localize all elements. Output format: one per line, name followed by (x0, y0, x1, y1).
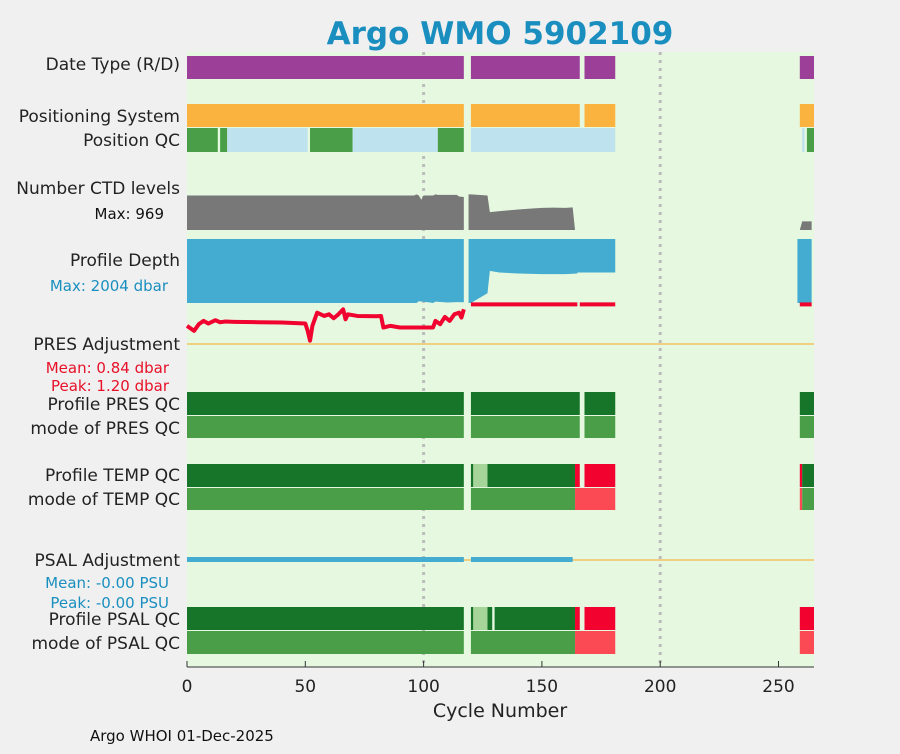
label-profile-depth: Profile Depth (70, 251, 180, 271)
positioning-segment-0 (187, 104, 464, 127)
date-type-segment-2 (584, 56, 616, 79)
position-qc-segment-8 (806, 128, 814, 152)
psal-adjustment-band-0 (187, 557, 464, 562)
profile-pres-qc-segment-1 (470, 392, 580, 415)
mode-temp-qc-segment-1 (470, 488, 576, 510)
profile-psal-qc-segment-0 (187, 607, 464, 630)
profile-temp-qc-segment-1 (470, 464, 474, 487)
label-psal-adjustment: PSAL Adjustment (35, 551, 181, 571)
mode-pres-qc-segment-1 (470, 416, 580, 438)
date-type-segment-0 (187, 56, 464, 79)
profile-psal-qc-segment-6 (584, 607, 616, 630)
profile-pres-qc-segment-3 (799, 392, 814, 415)
position-qc-segment-7 (802, 128, 805, 152)
profile-temp-qc-segment-4 (575, 464, 580, 487)
positioning-segment-1 (470, 104, 580, 127)
profile-pres-qc-segment-2 (584, 392, 616, 415)
chart-marks (185, 52, 814, 667)
profile-temp-qc-segment-0 (187, 464, 464, 487)
label-pres-mean: Mean: 0.84 dbar (46, 359, 170, 377)
profile-psal-qc-segment-5 (575, 607, 580, 630)
date-type-segment-1 (470, 56, 580, 79)
label-number-ctd-levels: Number CTD levels (16, 179, 180, 199)
mode-psal-qc-segment-0 (187, 631, 464, 654)
mode-temp-qc-segment-0 (187, 488, 464, 510)
label-profile-temp-qc: Profile TEMP QC (45, 466, 180, 486)
mode-temp-qc-segment-3 (799, 488, 803, 510)
x-axis-label: Cycle Number (433, 700, 567, 722)
profile-depth-area (187, 239, 812, 303)
profile-psal-qc-segment-7 (799, 607, 814, 630)
date-type-segment-3 (799, 56, 814, 79)
position-qc-segment-4 (352, 128, 438, 152)
chart-title: Argo WMO 5902109 (327, 16, 674, 52)
x-tick-label-50: 50 (294, 677, 316, 697)
mode-psal-qc-segment-3 (799, 631, 814, 654)
label-ctd-max: Max: 969 (95, 205, 164, 223)
profile-psal-qc-segment-3 (487, 607, 493, 630)
footer-credit: Argo WHOI 01-Dec-2025 (90, 727, 274, 745)
x-axis: 0 50 100 150 200 250 (182, 661, 814, 697)
position-qc-segment-0 (187, 128, 218, 152)
x-tick-label-100: 100 (407, 677, 439, 697)
x-tick-label-150: 150 (526, 677, 558, 697)
plot-area (187, 52, 814, 667)
mode-temp-qc-segment-4 (802, 488, 814, 510)
mode-pres-qc-segment-3 (799, 416, 814, 438)
profile-temp-qc-segment-6 (799, 464, 803, 487)
position-qc-segment-2 (227, 128, 308, 152)
label-profile-pres-qc: Profile PRES QC (47, 395, 180, 415)
ctd-levels-area (187, 194, 812, 230)
label-pres-adjustment: PRES Adjustment (33, 335, 180, 355)
profile-temp-qc-segment-7 (802, 464, 814, 487)
label-pres-peak: Peak: 1.20 dbar (51, 377, 170, 395)
mode-temp-qc-segment-2 (575, 488, 616, 510)
profile-temp-qc-segment-5 (584, 464, 616, 487)
profile-temp-qc-segment-3 (487, 464, 576, 487)
mode-pres-qc-segment-0 (187, 416, 464, 438)
label-mode-temp-qc: mode of TEMP QC (28, 490, 180, 510)
profile-pres-qc-segment-0 (187, 392, 464, 415)
label-date-type: Date Type (R/D) (46, 55, 180, 75)
position-qc-segment-3 (310, 128, 353, 152)
label-positioning-system: Positioning System (19, 107, 180, 127)
label-psal-mean: Mean: -0.00 PSU (45, 574, 169, 592)
positioning-segment-2 (584, 104, 616, 127)
position-qc-segment-1 (220, 128, 228, 152)
profile-psal-qc-segment-2 (473, 607, 488, 630)
label-mode-psal-qc: mode of PSAL QC (31, 634, 180, 654)
x-tick-label-0: 0 (182, 677, 193, 697)
mode-psal-qc-segment-1 (470, 631, 576, 654)
label-depth-max: Max: 2004 dbar (50, 277, 169, 295)
position-qc-segment-5 (437, 128, 464, 152)
mode-pres-qc-segment-2 (584, 416, 616, 438)
x-tick-label-250: 250 (762, 677, 794, 697)
label-profile-psal-qc: Profile PSAL QC (49, 610, 180, 630)
profile-psal-qc-segment-4 (494, 607, 576, 630)
pres-adjustment-line-0 (185, 307, 466, 343)
positioning-segment-3 (799, 104, 814, 127)
profile-temp-qc-segment-2 (473, 464, 488, 487)
psal-adjustment-band-1 (470, 557, 573, 562)
mode-psal-qc-segment-2 (575, 631, 616, 654)
label-position-qc: Position QC (83, 131, 180, 151)
x-tick-label-200: 200 (644, 677, 676, 697)
position-qc-segment-6 (470, 128, 616, 152)
label-psal-peak: Peak: -0.00 PSU (50, 594, 169, 612)
profile-psal-qc-segment-1 (470, 607, 474, 630)
label-mode-pres-qc: mode of PRES QC (30, 419, 180, 439)
